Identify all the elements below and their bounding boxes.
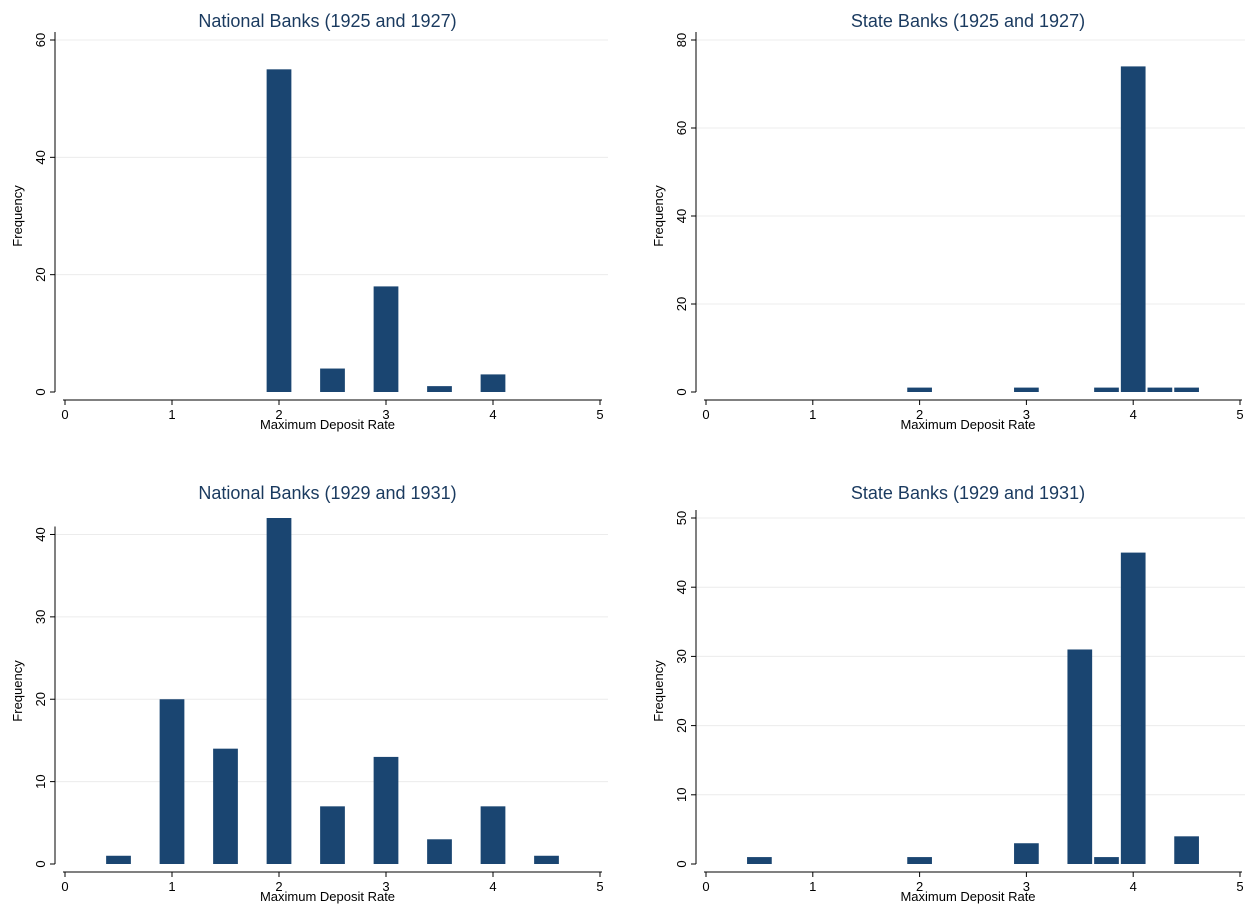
histogram-bar [480, 374, 506, 392]
histogram-bar [320, 806, 345, 864]
y-tick-label: 80 [674, 33, 689, 47]
x-tick-label: 0 [702, 407, 709, 422]
x-tick-label: 1 [809, 879, 816, 894]
y-tick-label: 0 [33, 388, 48, 395]
histogram-panel-1: 0 20 40 60 0 1 2 3 4 5 National Banks (1925 and 19… [10, 11, 608, 432]
x-tick-label: 1 [168, 879, 175, 894]
y-tick-label: 50 [674, 511, 689, 525]
histogram-bar [427, 386, 452, 392]
x-tick-label: 3 [382, 879, 389, 894]
y-axis-label: Frequency [651, 660, 666, 722]
y-tick-label: 0 [674, 388, 689, 395]
x-axis-label: Maximum Deposit Rate [260, 889, 395, 904]
x-tick-label: 2 [275, 879, 282, 894]
y-tick-label: 40 [674, 209, 689, 223]
y-tick-label: 10 [33, 774, 48, 788]
x-tick-label: 5 [596, 407, 603, 422]
x-axis-label: Maximum Deposit Rate [900, 889, 1035, 904]
histogram-bar [480, 806, 506, 864]
histogram-bar [1014, 387, 1039, 392]
histogram-bar [320, 368, 345, 392]
x-tick-label: 2 [916, 879, 923, 894]
histogram-bar [907, 857, 932, 864]
y-axis-label: Frequency [10, 185, 25, 247]
x-tick-label: 3 [1023, 879, 1030, 894]
y-tick-label: 30 [674, 649, 689, 663]
y-tick-label: 20 [33, 267, 48, 281]
histogram-bar [1120, 66, 1146, 393]
histogram-bar [1120, 552, 1146, 864]
x-tick-label: 5 [1236, 407, 1243, 422]
panel-title: National Banks (1925 and 1927) [198, 11, 456, 31]
histogram-bar [1174, 387, 1199, 392]
y-axis-label: Frequency [651, 185, 666, 247]
x-tick-label: 5 [1236, 879, 1243, 894]
histogram-bar [159, 699, 185, 864]
histogram-bar [373, 756, 399, 864]
panel-title: National Banks (1929 and 1931) [198, 483, 456, 503]
x-tick-label: 4 [489, 407, 496, 422]
panel-title: State Banks (1929 and 1931) [851, 483, 1085, 503]
y-tick-label: 30 [33, 610, 48, 624]
histogram-bar [106, 855, 131, 864]
x-tick-label: 2 [275, 407, 282, 422]
histogram-bar [1174, 836, 1199, 864]
y-tick-label: 0 [33, 860, 48, 867]
x-tick-label: 4 [1130, 407, 1137, 422]
histogram-bar [1014, 843, 1039, 864]
x-tick-label: 2 [916, 407, 923, 422]
histogram-bar [266, 518, 292, 864]
histogram-bar [213, 748, 238, 864]
x-axis-label: Maximum Deposit Rate [900, 417, 1035, 432]
histogram-bar [1094, 857, 1119, 864]
y-tick-label: 20 [33, 692, 48, 706]
y-axis-label: Frequency [10, 660, 25, 722]
histogram-bar [747, 857, 772, 864]
x-tick-label: 0 [61, 879, 68, 894]
histogram-bar [534, 855, 559, 864]
y-tick-label: 20 [674, 297, 689, 311]
x-tick-label: 1 [168, 407, 175, 422]
histogram-bar [427, 839, 452, 864]
x-tick-label: 0 [702, 879, 709, 894]
x-tick-label: 3 [382, 407, 389, 422]
histogram-panel-4: 0 10 20 30 40 50 0 1 2 3 4 5 State Banks (1929 and 1… [651, 483, 1245, 904]
histogram-bar [1094, 387, 1119, 392]
y-tick-label: 20 [674, 718, 689, 732]
y-tick-label: 40 [33, 527, 48, 541]
histogram-bar [1147, 387, 1173, 392]
y-tick-label: 10 [674, 788, 689, 802]
x-tick-label: 5 [596, 879, 603, 894]
x-tick-label: 1 [809, 407, 816, 422]
x-axis-label: Maximum Deposit Rate [260, 417, 395, 432]
x-tick-label: 0 [61, 407, 68, 422]
histogram-bar [1067, 649, 1093, 864]
y-tick-label: 40 [674, 580, 689, 594]
panel-title: State Banks (1925 and 1927) [851, 11, 1085, 31]
histogram-bar [266, 69, 292, 392]
y-tick-label: 60 [33, 33, 48, 47]
x-tick-label: 4 [1130, 879, 1137, 894]
x-tick-label: 4 [489, 879, 496, 894]
histogram-bar [373, 286, 399, 392]
y-tick-label: 60 [674, 121, 689, 135]
x-tick-label: 3 [1023, 407, 1030, 422]
histogram-panel-2: 0 20 40 60 80 0 1 2 3 4 5 State Banks (1925 and 192… [651, 11, 1245, 432]
y-tick-label: 40 [33, 150, 48, 164]
histogram-bar [907, 387, 932, 392]
histogram-panel-3: 0 10 20 30 40 0 1 2 3 4 5 National Banks (1929 and … [10, 483, 608, 904]
y-tick-label: 0 [674, 860, 689, 867]
